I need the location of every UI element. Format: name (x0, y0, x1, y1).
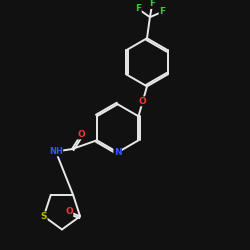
Text: N: N (114, 148, 122, 157)
Text: S: S (40, 212, 47, 221)
Text: F: F (149, 0, 155, 8)
Text: F: F (159, 7, 165, 16)
Text: O: O (65, 208, 73, 216)
Text: O: O (139, 97, 146, 106)
Text: NH: NH (49, 147, 63, 156)
Text: F: F (135, 4, 141, 14)
Text: O: O (78, 130, 85, 139)
